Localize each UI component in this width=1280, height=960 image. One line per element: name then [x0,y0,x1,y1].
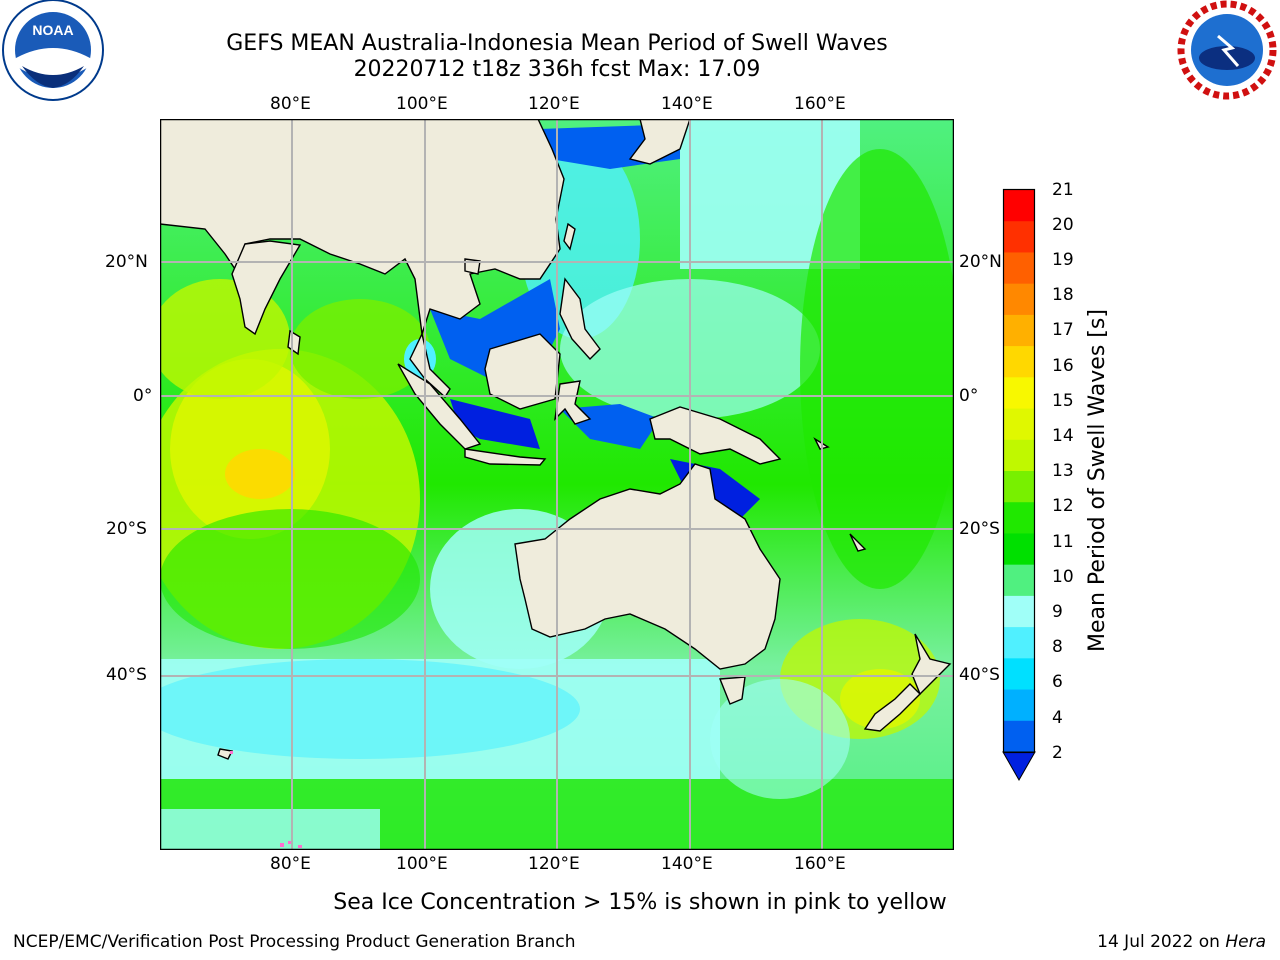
colorbar-tick: 21 [1052,180,1074,200]
footer-date-text: 14 Jul 2022 on [1097,932,1226,952]
lat-tick-right: 0° [959,386,979,406]
colorbar-tick: 14 [1052,426,1074,446]
lat-tick-right: 40°S [959,665,1000,685]
sea-ice-markers [230,751,302,848]
colorbar-tick: 2 [1052,743,1063,763]
lat-tick-right: 20°N [959,252,1002,272]
colorbar-band [1004,346,1034,378]
colorbar-tick: 19 [1052,250,1074,270]
lon-tick-top: 120°E [528,94,580,114]
lon-tick-top: 80°E [270,94,311,114]
colorbar-band [1004,720,1034,753]
lon-tick-top: 140°E [661,94,713,114]
colorbar-tick: 18 [1052,285,1074,305]
colorbar-band [1004,689,1034,722]
lat-tick-left: 40°S [106,665,147,685]
colorbar-tick: 9 [1052,602,1063,622]
lon-tick-bottom: 120°E [528,854,580,874]
colorbar-band [1004,658,1034,691]
sea-ice-note: Sea Ice Concentration > 15% is shown in … [333,890,947,915]
colorbar-band [1004,190,1034,222]
lon-tick-bottom: 80°E [270,854,311,874]
colorbar-tick: 12 [1052,496,1074,516]
lon-tick-top: 160°E [794,94,846,114]
footer-credit: NCEP/EMC/Verification Post Processing Pr… [13,932,576,952]
lon-tick-bottom: 160°E [794,854,846,874]
colorbar-tick: 20 [1052,215,1074,235]
colorbar-band [1004,408,1034,441]
colorbar-tick: 6 [1052,672,1063,692]
graticule [160,119,954,850]
lon-tick-top: 100°E [396,94,448,114]
footer-machine: Hera [1225,932,1266,952]
colorbar [1002,188,1036,782]
chart-title-line2: 20220712 t18z 336h fcst Max: 17.09 [353,57,761,82]
lon-tick-bottom: 100°E [396,854,448,874]
noaa-logo: NOAA [2,0,104,101]
colorbar-band [1004,471,1034,503]
colorbar-band [1004,377,1034,410]
colorbar-band [1004,314,1034,347]
colorbar-band [1004,283,1034,316]
footer-date: 14 Jul 2022 on Hera [1097,932,1266,952]
noaa-logo-name: NOAA [32,22,73,38]
map-frame [160,119,954,850]
lat-tick-right: 20°S [959,519,1000,539]
lon-tick-bottom: 140°E [661,854,713,874]
map-panel [160,119,954,850]
colorbar-band [1004,221,1034,253]
nws-logo [1177,0,1277,100]
colorbar-band [1004,627,1034,659]
colorbar-label: Mean Period of Swell Waves [s] [1085,309,1110,652]
land-masses [160,119,952,760]
colorbar-tick: 17 [1052,320,1074,340]
colorbar-tick: 15 [1052,391,1074,411]
colorbar-tick: 10 [1052,567,1074,587]
colorbar-band [1004,595,1034,628]
colorbar-tick: 4 [1052,708,1063,728]
colorbar-band [1004,439,1034,472]
chart-title-line1: GEFS MEAN Australia-Indonesia Mean Perio… [226,31,888,56]
colorbar-tick: 8 [1052,637,1063,657]
colorbar-band [1004,252,1034,285]
lat-tick-left: 20°N [105,252,148,272]
colorbar-band [1004,502,1034,534]
colorbar-band [1004,564,1034,597]
colorbar-band [1004,533,1034,566]
colorbar-tick: 16 [1052,356,1074,376]
colorbar-tick: 13 [1052,461,1074,481]
lat-tick-left: 20°S [106,519,147,539]
lat-tick-left: 0° [133,386,153,406]
colorbar-tick: 11 [1052,532,1074,552]
